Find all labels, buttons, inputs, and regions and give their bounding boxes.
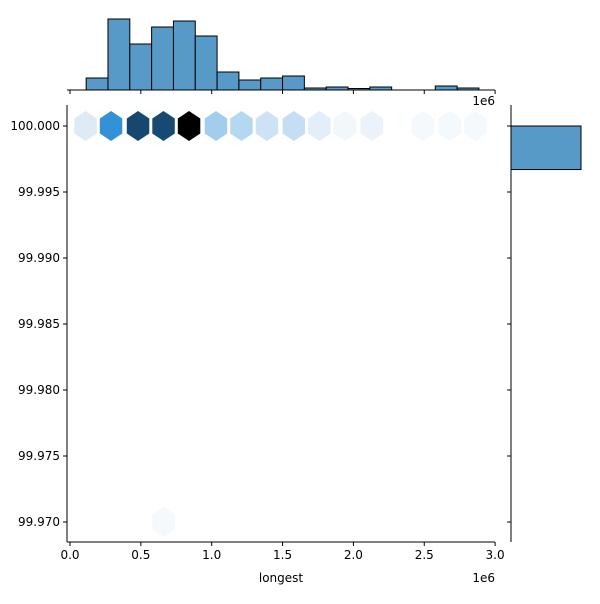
y-tick-label: 99.980	[18, 383, 60, 397]
histogram-bar	[510, 125, 582, 171]
histogram-bar	[194, 35, 218, 91]
hexbin	[74, 111, 97, 141]
hexbin	[255, 111, 279, 141]
x-tick-label: 2.5	[415, 548, 434, 562]
hexbin	[333, 111, 357, 141]
hexbin	[230, 111, 253, 141]
histogram-bar	[238, 79, 262, 91]
hexbin	[438, 111, 461, 141]
hexbin	[152, 111, 175, 141]
y-tick-label: 99.990	[18, 251, 60, 265]
hexbin	[360, 111, 384, 141]
hexbin	[204, 111, 228, 141]
histogram-bar	[129, 43, 153, 91]
top-offset-label: 1e6	[472, 94, 495, 108]
y-tick-label: 99.975	[18, 449, 60, 463]
histogram-bar	[107, 18, 131, 91]
hexbin	[308, 111, 331, 141]
hexbin	[464, 111, 487, 141]
hexbin	[411, 111, 435, 141]
x-tick-label: 1.0	[202, 548, 221, 562]
x-tick-label: 0.5	[131, 548, 150, 562]
hexbin	[177, 111, 201, 141]
histogram-bar	[85, 77, 109, 91]
axes: 0.0 0.5 1.0 1.5 2.0 2.5 3.0 100.000 99.995 99.990…	[10, 105, 505, 562]
x-offset-label: 1e6	[472, 571, 495, 585]
x-tick-label: 3.0	[486, 548, 505, 562]
x-tick-label: 1.5	[273, 548, 292, 562]
histogram-bar	[151, 26, 174, 91]
hexbin	[126, 111, 150, 141]
histogram-bar	[434, 85, 458, 91]
histogram-bar	[260, 77, 284, 91]
right-marginal-histogram	[507, 105, 582, 542]
x-axis-label: longest	[259, 571, 304, 585]
y-tick-label: 99.970	[18, 515, 60, 529]
y-tick-label: 100.000	[10, 119, 60, 133]
histogram-bar	[172, 20, 196, 91]
x-tick-label: 0.0	[60, 548, 79, 562]
hexbin	[282, 111, 306, 141]
histogram-bar	[282, 75, 305, 91]
hexbin	[152, 507, 175, 537]
y-tick-label: 99.985	[18, 317, 60, 331]
x-tick-label: 2.0	[344, 548, 363, 562]
y-tick-label: 99.995	[18, 185, 60, 199]
top-marginal-histogram	[67, 18, 496, 94]
hexbin-layer	[74, 111, 487, 537]
hexbin	[99, 111, 123, 141]
histogram-bar	[216, 71, 240, 91]
